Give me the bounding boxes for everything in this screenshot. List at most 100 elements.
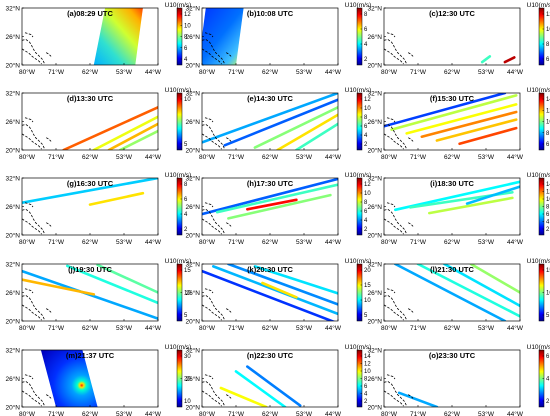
coastline — [204, 374, 214, 380]
map-panel: (o)23:30 UTC 32°N 26°N 20°N80°W 71°W 62°W 53°W… — [367, 344, 550, 416]
swath-track — [202, 93, 338, 144]
coastline — [202, 390, 222, 407]
colorbar-tick-label: 6 — [546, 142, 550, 148]
coastline — [384, 48, 404, 65]
lon-tick-label: 62°W — [444, 68, 461, 76]
colorbar-tick-label: 20 — [364, 268, 371, 274]
lon-tick-label: 44°W — [145, 68, 162, 76]
coastline — [46, 394, 52, 399]
coastline — [384, 38, 408, 65]
swath-group — [219, 365, 302, 407]
lon-tick-label: 62°W — [262, 153, 279, 161]
panel-title: (e)14:30 UTC — [247, 94, 293, 103]
swath-track — [96, 264, 158, 294]
lon-tick-label: 53°W — [478, 238, 495, 246]
colorbar-tick-label: 4 — [184, 57, 188, 63]
coastline — [226, 394, 232, 399]
map-panel: (d)13:30 UTC 32°N 26°N 20°N80°W 71°W 62°W 53°W… — [5, 87, 191, 161]
colorbar-tick-label: 12 — [364, 182, 371, 188]
map-panel: (l)21:30 UTC 32°N 26°N 20°N80°W 71°W 62°W 53°W… — [367, 258, 550, 332]
colorbar — [356, 177, 363, 236]
lon-tick-label: 44°W — [145, 410, 162, 416]
coastline — [24, 288, 34, 294]
panel-title: (o)23:30 UTC — [429, 351, 476, 360]
lon-tick-label: 62°W — [82, 410, 99, 416]
colorbar-tick-label: 6 — [364, 209, 368, 215]
lon-tick-label: 44°W — [507, 324, 524, 332]
panel-title: (g)16:30 UTC — [67, 179, 114, 188]
panel-title: (n)22:30 UTC — [247, 351, 294, 360]
coastline — [408, 52, 414, 57]
coastline — [408, 137, 414, 142]
colorbar-label: U10(m/s) — [165, 2, 192, 9]
swath-track — [212, 265, 338, 316]
swath-track — [202, 178, 338, 216]
lat-tick-label: 20°N — [5, 318, 20, 326]
colorbar-tick-label: 4 — [364, 218, 368, 224]
colorbar-tick-label: 12 — [364, 362, 371, 368]
swath-track — [22, 178, 158, 204]
lon-tick-label: 44°W — [145, 324, 162, 332]
swath-track — [458, 126, 518, 146]
lat-tick-label: 32°N — [5, 175, 20, 183]
swath-track — [276, 113, 338, 150]
lon-tick-label: 44°W — [325, 324, 342, 332]
colorbar-tick-label: 8 — [364, 377, 368, 383]
colorbar-tick-label: 8 — [546, 131, 550, 137]
swath-track — [215, 183, 338, 214]
swath-track — [405, 103, 518, 135]
lon-tick-label: 71°W — [48, 324, 65, 332]
lat-tick-label: 20°N — [185, 147, 200, 155]
coastline — [384, 208, 408, 235]
lon-tick-label: 53°W — [116, 238, 133, 246]
coastline — [202, 380, 226, 407]
swath-track — [469, 264, 520, 294]
swath-group — [480, 55, 516, 64]
map-panel: (m)21:37 UTC 32°N 26°N 20°N80°W 71°W 62°W 53°W… — [5, 344, 191, 416]
coastline — [202, 304, 222, 321]
swath-track — [480, 55, 492, 64]
lon-tick-label: 80°W — [199, 238, 216, 246]
coastline — [22, 294, 46, 321]
coastline — [202, 48, 222, 65]
swath-track — [443, 264, 520, 308]
lon-tick-label: 62°W — [444, 238, 461, 246]
swath-track — [227, 264, 338, 306]
coastline — [386, 374, 396, 380]
lon-tick-label: 44°W — [145, 153, 162, 161]
colorbar-tick-label: 2 — [546, 227, 550, 233]
lat-tick-label: 32°N — [367, 347, 382, 355]
coastline — [202, 218, 222, 235]
colorbar-tick-label: 10 — [184, 291, 191, 297]
map-panel: (g)16:30 UTC 32°N 26°N 20°N80°W 71°W 62°W 53°W… — [5, 172, 191, 246]
swath-track — [234, 370, 287, 407]
lat-tick-label: 32°N — [367, 175, 382, 183]
colorbar-label: U10(m/s) — [527, 2, 550, 9]
lon-tick-label: 53°W — [296, 153, 313, 161]
panel-title: (b)10:08 UTC — [247, 9, 294, 18]
lon-tick-label: 80°W — [381, 410, 398, 416]
coastline — [24, 117, 34, 123]
coastline — [384, 380, 408, 407]
coastline — [24, 374, 34, 380]
colorbar — [356, 92, 363, 151]
colorbar-tick-label: 4 — [364, 133, 368, 139]
swath-track — [253, 106, 338, 149]
colorbar-tick-label: 8 — [184, 35, 188, 41]
coastline — [226, 222, 232, 227]
colorbar-tick-label: 12 — [546, 108, 550, 114]
coastline — [386, 117, 396, 123]
lat-tick-label: 20°N — [367, 147, 382, 155]
coastline — [384, 218, 404, 235]
colorbar-tick-label: 10 — [546, 197, 550, 203]
colorbar-tick-label: 2 — [546, 399, 550, 405]
colorbar-tick-label: 6 — [364, 384, 368, 390]
coastline — [384, 133, 404, 150]
colorbar-tick-label: 6 — [364, 124, 368, 130]
coastline — [204, 202, 214, 208]
map-panel: (b)10:08 UTC 32°N 26°N 20°N80°W 71°W 62°W 53°W… — [185, 2, 371, 76]
colorbar-tick-label: 10 — [364, 298, 371, 304]
colorbar-label: U10(m/s) — [165, 344, 192, 351]
colorbar-tick-label: 8 — [184, 182, 188, 188]
